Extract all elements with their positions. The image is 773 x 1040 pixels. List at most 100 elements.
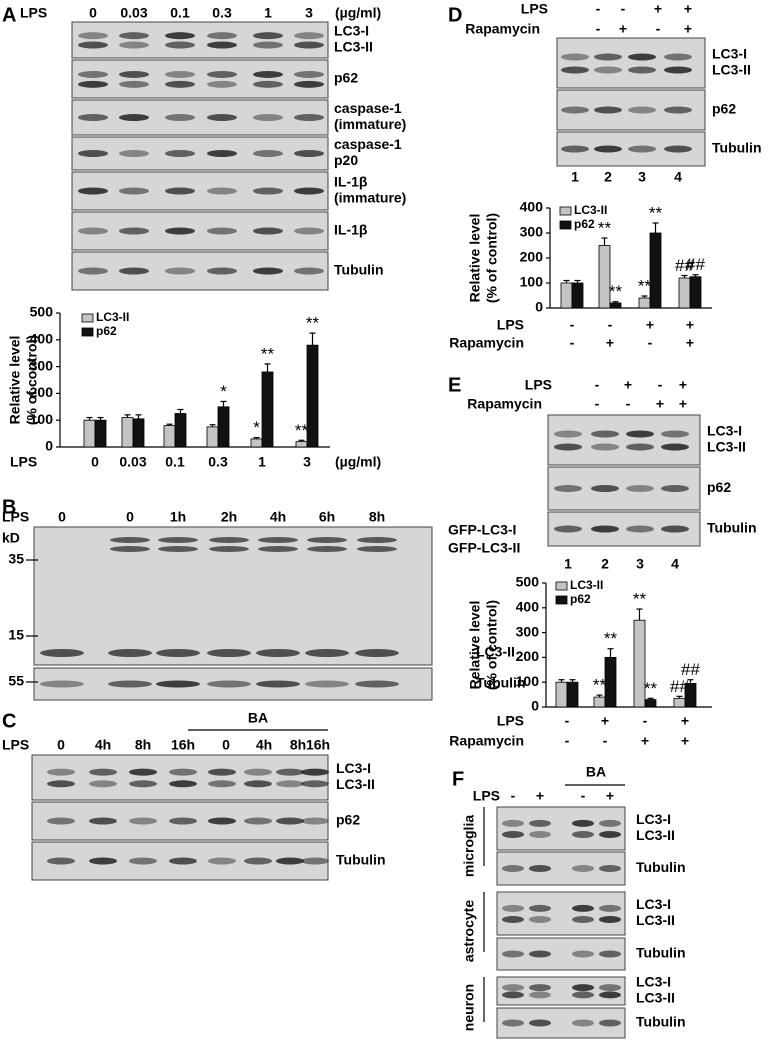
- y-axis-label: Relative level: [467, 601, 483, 690]
- band: [209, 537, 249, 543]
- lane-label: 16h: [306, 737, 330, 753]
- blot-label: p20: [334, 152, 358, 168]
- panel-label: D: [448, 4, 462, 26]
- blot-label: LC3-II: [712, 62, 751, 78]
- band: [207, 32, 237, 40]
- band: [626, 485, 654, 492]
- bar: [604, 657, 617, 708]
- y-tick-label: 400: [30, 331, 54, 347]
- legend-label: LC3-II: [574, 203, 607, 217]
- row-sign: -: [595, 396, 600, 412]
- band: [301, 768, 329, 776]
- significance: **: [633, 590, 647, 609]
- treatment-label: LPS: [2, 509, 29, 525]
- band: [207, 649, 251, 657]
- band: [599, 831, 621, 839]
- band: [554, 443, 582, 451]
- band: [529, 1019, 551, 1027]
- y-tick-label: 0: [45, 438, 53, 454]
- x-tick-label: 0: [91, 454, 99, 470]
- band: [661, 485, 689, 492]
- panel-label: F: [452, 768, 464, 790]
- band: [628, 66, 656, 74]
- band: [357, 546, 397, 552]
- row-sign: -: [658, 377, 663, 393]
- blot-label: Tubulin: [636, 945, 686, 961]
- band: [47, 857, 75, 865]
- band: [529, 831, 551, 839]
- blot-label: Tubulin: [636, 1014, 686, 1030]
- blot-label: LC3-I: [707, 423, 742, 439]
- x-row-sign: -: [565, 713, 570, 729]
- x-row-label: LPS: [497, 317, 524, 333]
- band: [294, 80, 324, 88]
- band: [244, 768, 272, 776]
- treatment-label: LPS: [2, 737, 29, 753]
- bar: [83, 419, 96, 448]
- x-tick-label: 3: [303, 454, 311, 470]
- significance: **: [593, 676, 607, 695]
- row-sign: +: [654, 1, 662, 17]
- band: [305, 649, 349, 657]
- panel-label: C: [2, 710, 16, 732]
- band: [165, 80, 195, 88]
- bar: [174, 413, 187, 448]
- band: [256, 680, 300, 688]
- band: [294, 267, 324, 275]
- band: [169, 780, 197, 788]
- blot-label: LC3-II: [636, 990, 675, 1006]
- band: [78, 114, 108, 121]
- lane-label: 1h: [170, 509, 186, 525]
- bar: [295, 441, 308, 448]
- lane-label: 8h: [369, 509, 385, 525]
- group-label: microglia: [461, 815, 477, 877]
- band: [599, 991, 621, 999]
- y-axis-label: (% of control): [484, 213, 500, 303]
- band: [110, 546, 150, 552]
- band: [294, 32, 324, 40]
- row-sign: +: [619, 21, 627, 37]
- band: [169, 857, 197, 865]
- band: [572, 819, 594, 827]
- row-sign: +: [624, 377, 632, 393]
- band: [529, 916, 551, 924]
- blot-strip: [71, 251, 329, 291]
- band: [165, 150, 195, 157]
- band: [253, 70, 283, 78]
- band: [301, 817, 329, 825]
- bar: [250, 438, 263, 448]
- band: [253, 187, 283, 195]
- blot-label: LC3-I: [712, 46, 747, 62]
- lane-label: 4h: [95, 737, 111, 753]
- group-label: astrocyte: [461, 900, 477, 962]
- band: [129, 780, 157, 788]
- blot-label: Tubulin: [636, 859, 686, 875]
- lane-label: 16h: [171, 737, 195, 753]
- blot-label: LC3-II: [334, 39, 373, 55]
- band: [208, 857, 236, 865]
- y-tick-label: 400: [520, 199, 544, 215]
- blot-label: LC3-II: [636, 827, 675, 843]
- band: [554, 485, 582, 492]
- y-tick-label: 0: [531, 698, 539, 714]
- band: [276, 768, 304, 776]
- band: [599, 950, 621, 958]
- significance: **: [306, 314, 320, 333]
- band: [599, 984, 621, 992]
- legend-swatch: [81, 313, 94, 323]
- band: [78, 32, 108, 40]
- lane-label: 4h: [256, 737, 272, 753]
- y-tick-label: 500: [30, 304, 54, 320]
- band: [561, 145, 589, 153]
- row-sign: -: [656, 21, 661, 37]
- legend-swatch: [559, 220, 572, 230]
- band: [357, 537, 397, 543]
- bar: [593, 696, 606, 708]
- lane-number: 2: [604, 169, 612, 185]
- x-tick-label: 1: [258, 454, 266, 470]
- legend-swatch: [559, 206, 572, 216]
- band: [158, 546, 198, 552]
- treatment-label: LPS: [20, 5, 47, 21]
- panel-label: E: [448, 374, 461, 396]
- band: [208, 780, 236, 788]
